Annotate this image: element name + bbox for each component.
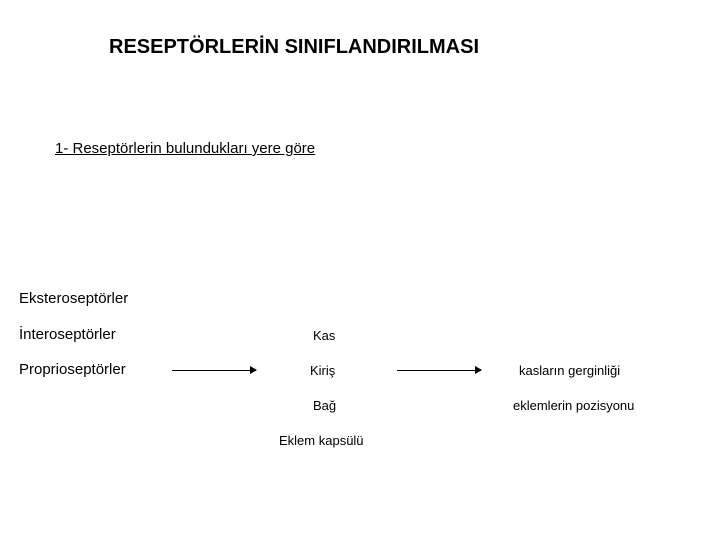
arrow-shaft: [397, 370, 481, 371]
item-eksteroseptor: Eksteroseptörler: [19, 290, 128, 307]
right-eklemlerin-pozisyonu: eklemlerin pozisyonu: [513, 398, 634, 413]
page-title: RESEPTÖRLERİN SINIFLANDIRILMASI: [109, 36, 479, 59]
item-proprioseptor: Proprioseptörler: [19, 361, 126, 378]
arrow-head-icon: [475, 366, 482, 374]
section-subtitle: 1- Reseptörlerin bulundukları yere göre: [55, 140, 315, 157]
middle-eklem-kapsulu: Eklem kapsülü: [279, 433, 364, 448]
middle-kiris: Kiriş: [310, 363, 335, 378]
diagram-stage: RESEPTÖRLERİN SINIFLANDIRILMASI 1- Resep…: [0, 0, 720, 540]
right-kaslarin-gerginligi: kasların gerginliği: [519, 363, 620, 378]
arrow-shaft: [172, 370, 256, 371]
arrow-head-icon: [250, 366, 257, 374]
middle-bag: Bağ: [313, 398, 336, 413]
item-interoseptor: İnteroseptörler: [19, 326, 116, 343]
middle-kas: Kas: [313, 328, 335, 343]
